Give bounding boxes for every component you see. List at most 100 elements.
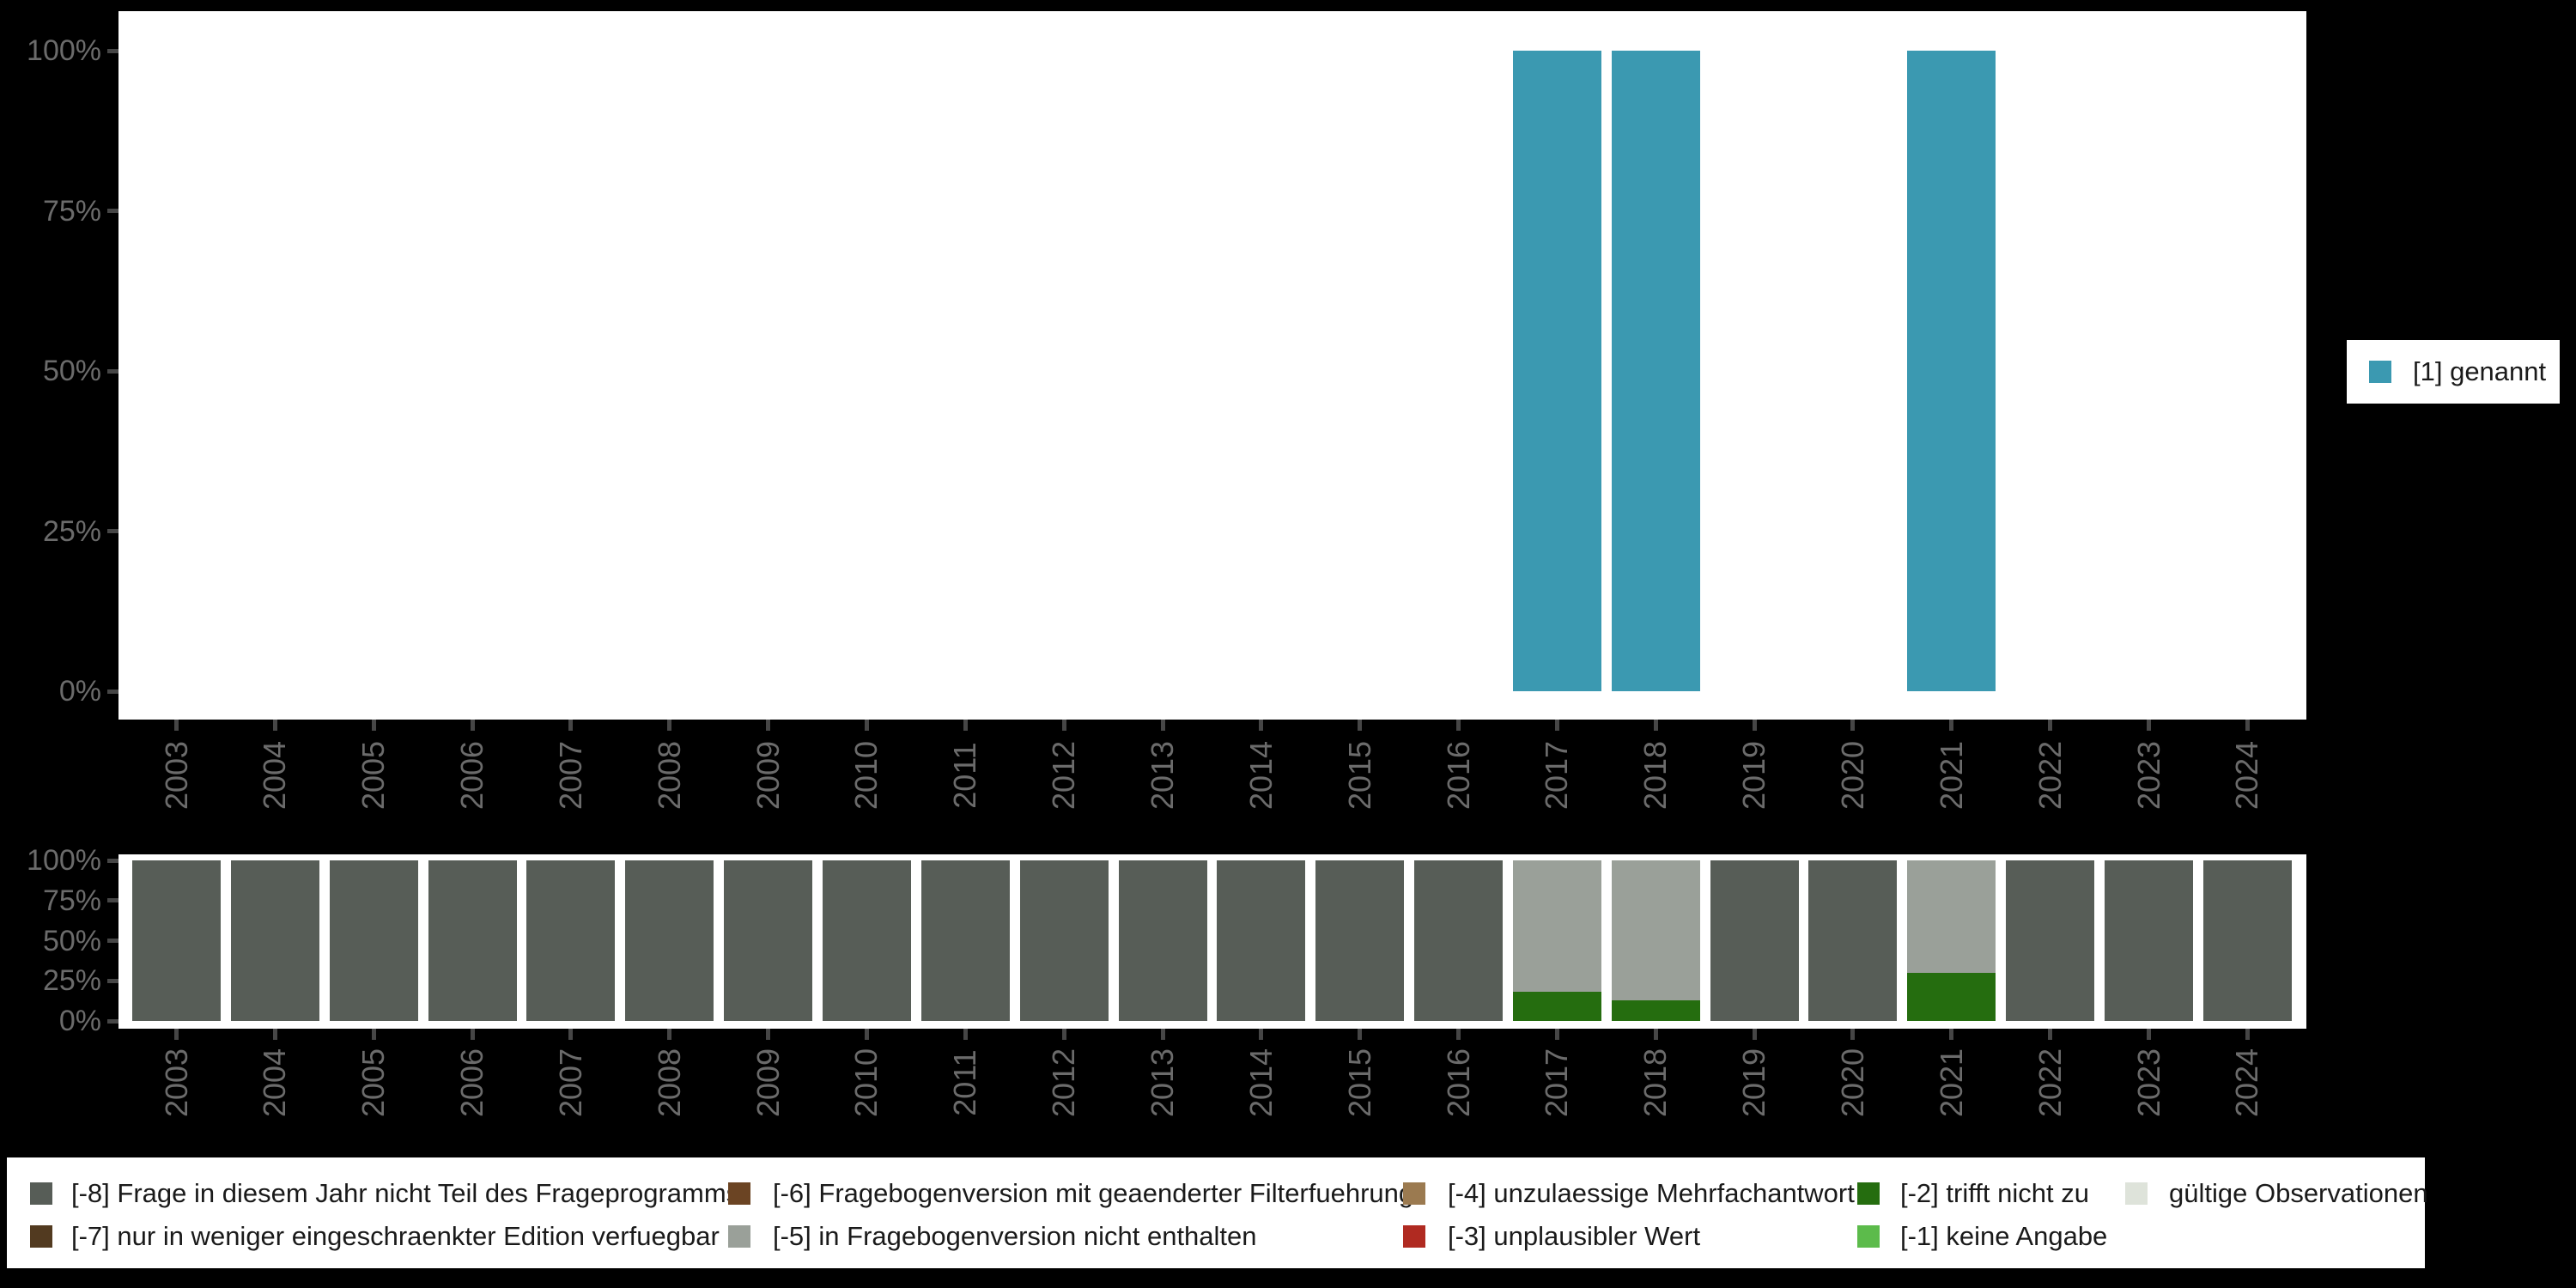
top-chart-x-axis-tick — [766, 720, 771, 731]
bottom-chart-x-axis-label-2018: 2018 — [1637, 1048, 1674, 1118]
bottom-chart-bar-segment-2023 — [2105, 860, 2193, 1021]
top-chart-bar-segment-2021 — [1907, 51, 1996, 691]
top-chart-x-axis-label-2005: 2005 — [355, 740, 392, 811]
top-chart-x-axis-tick — [1653, 720, 1658, 731]
bottom-chart-bar-segment-2018 — [1611, 999, 1700, 1021]
bottom-chart-bar-segment-2008 — [625, 860, 714, 1021]
bottom-chart-x-axis-tick — [272, 1029, 277, 1040]
bottom-chart-x-axis-label-2015: 2015 — [1341, 1048, 1377, 1118]
bottom-chart-x-axis-label-2020: 2020 — [1834, 1048, 1870, 1118]
bottom-chart-y-axis-label: 100% — [27, 844, 101, 877]
bottom-chart-x-axis-tick — [1752, 1029, 1757, 1040]
bottom-chart-x-axis-tick — [1949, 1029, 1954, 1040]
legend-swatch-icon — [728, 1225, 750, 1248]
top-chart-x-axis-tick — [1259, 720, 1264, 731]
legend-item-label: [-1] keine Angabe — [1900, 1221, 2108, 1251]
bottom-chart-x-axis-tick — [1160, 1029, 1165, 1040]
top-chart-x-axis-label-2018: 2018 — [1637, 740, 1674, 811]
top-chart-x-axis-tick — [667, 720, 672, 731]
top-chart-x-axis-label-2011: 2011 — [947, 742, 983, 809]
top-chart-x-axis-label-2010: 2010 — [848, 740, 884, 811]
bottom-chart-x-axis-tick — [667, 1029, 672, 1040]
bottom-chart-bar-segment-2017 — [1512, 992, 1601, 1021]
bottom-chart-x-axis-label-2016: 2016 — [1440, 1048, 1476, 1118]
bottom-chart-x-axis-tick — [1358, 1029, 1363, 1040]
bottom-chart-x-axis-label-2007: 2007 — [552, 1048, 588, 1118]
bottom-chart-x-axis-tick — [568, 1029, 574, 1040]
bottom-chart-x-axis-label-2009: 2009 — [750, 1048, 786, 1118]
bottom-chart-x-axis-tick — [371, 1029, 376, 1040]
bottom-chart-bar-segment-2016 — [1414, 860, 1504, 1021]
top-chart-x-axis-label-2022: 2022 — [2032, 740, 2068, 811]
bottom-chart-x-axis-label-2017: 2017 — [1539, 1048, 1575, 1118]
bottom-chart-x-axis-tick — [174, 1029, 179, 1040]
bottom-chart-x-axis-tick — [864, 1029, 869, 1040]
top-chart-bar-segment-2018 — [1611, 51, 1700, 691]
bottom-chart-x-axis-tick — [1061, 1029, 1066, 1040]
bottom-chart-bar-segment-2018 — [1611, 860, 1700, 1000]
top-chart-x-axis-tick — [371, 720, 376, 731]
bottom-chart-y-axis-tick — [107, 939, 118, 943]
genannt-legend-swatch-icon — [2369, 361, 2391, 383]
bottom-chart-x-axis-label-2023: 2023 — [2130, 1048, 2166, 1118]
genannt-legend-label: [1] genannt — [2413, 356, 2547, 386]
bottom-chart-bar-segment-2019 — [1710, 860, 1799, 1021]
top-chart-y-axis-tick — [107, 48, 118, 53]
top-chart-x-axis-label-2024: 2024 — [2229, 740, 2265, 811]
bottom-chart-x-axis-tick — [1850, 1029, 1856, 1040]
legend-swatch-icon — [2125, 1182, 2148, 1205]
bottom-chart-bar-segment-2021 — [1907, 972, 1996, 1021]
top-chart-x-axis-tick — [963, 720, 968, 731]
bottom-chart-x-axis-tick — [1259, 1029, 1264, 1040]
top-chart-y-axis-tick — [107, 209, 118, 213]
top-chart-x-axis-tick — [1949, 720, 1954, 731]
bottom-chart-bar-segment-2005 — [329, 860, 418, 1021]
top-chart-x-axis-label-2007: 2007 — [552, 740, 588, 811]
top-chart-x-axis-label-2014: 2014 — [1242, 740, 1279, 811]
bottom-chart-bar-segment-2024 — [2202, 860, 2292, 1021]
bottom-chart-y-axis-label: 75% — [42, 884, 101, 917]
top-chart-x-axis-tick — [2245, 720, 2250, 731]
top-chart-x-axis-label-2015: 2015 — [1341, 740, 1377, 811]
bottom-chart-bar-segment-2017 — [1512, 860, 1601, 993]
top-chart-y-axis-tick — [107, 368, 118, 374]
top-chart-x-axis-tick — [568, 720, 574, 731]
bottom-chart-y-axis-tick — [107, 978, 118, 983]
top-chart-y-axis-label: 100% — [27, 34, 101, 67]
bottom-chart-x-axis-label-2004: 2004 — [257, 1048, 293, 1118]
top-chart-x-axis-tick — [174, 720, 179, 731]
bottom-chart-x-axis-tick — [2147, 1029, 2151, 1040]
bottom-chart-x-axis-tick — [2245, 1029, 2250, 1040]
legend-swatch-icon — [1857, 1182, 1880, 1205]
legend-swatch-icon — [1857, 1225, 1880, 1248]
top-chart-x-axis-tick — [1160, 720, 1165, 731]
top-chart-x-axis-tick — [1456, 720, 1461, 731]
bottom-chart-y-axis-label: 50% — [42, 924, 101, 957]
bottom-chart-bar-segment-2009 — [724, 860, 813, 1021]
top-chart-x-axis-tick — [1752, 720, 1757, 731]
bottom-chart-bar-segment-2006 — [428, 860, 517, 1021]
top-chart-y-axis-label: 75% — [42, 194, 101, 228]
top-chart-x-axis-label-2012: 2012 — [1046, 740, 1082, 811]
legend-item-label: [-5] in Fragebogenversion nicht enthalte… — [773, 1221, 1257, 1251]
top-chart-x-axis-label-2020: 2020 — [1834, 740, 1870, 811]
legend-item-label: gültige Observationen — [2169, 1178, 2428, 1208]
bottom-chart-x-axis-tick — [1554, 1029, 1559, 1040]
top-chart-y-axis-tick — [107, 529, 118, 533]
legend-item-label: [-3] unplausibler Wert — [1448, 1221, 1701, 1251]
bottom-chart-bar-segment-2021 — [1907, 860, 1996, 973]
top-chart-x-axis-tick — [1850, 720, 1856, 731]
top-chart-x-axis-label-2013: 2013 — [1145, 740, 1180, 811]
top-chart-x-axis-label-2003: 2003 — [158, 740, 194, 811]
bottom-chart-bar-segment-2013 — [1118, 860, 1207, 1021]
bottom-chart-x-axis-tick — [1456, 1029, 1461, 1040]
bottom-chart-bar-segment-2022 — [2006, 860, 2095, 1021]
bottom-chart-y-axis-tick — [107, 898, 118, 903]
legend-item-label: [-7] nur in weniger eingeschraenkter Edi… — [71, 1221, 720, 1251]
top-chart-x-axis-label-2006: 2006 — [454, 740, 490, 811]
bottom-chart-x-axis-label-2005: 2005 — [355, 1048, 392, 1118]
bottom-chart-x-axis-label-2013: 2013 — [1145, 1048, 1180, 1118]
bottom-chart-bar-segment-2015 — [1315, 860, 1405, 1021]
top-chart-x-axis-label-2004: 2004 — [257, 740, 293, 811]
